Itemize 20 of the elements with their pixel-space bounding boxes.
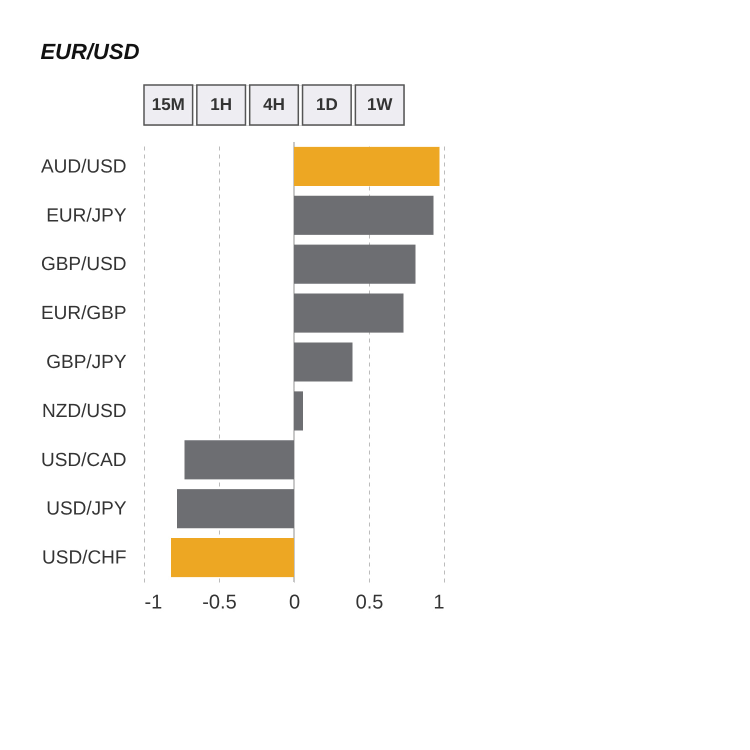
y-tick-label: NZD/USD: [42, 400, 126, 422]
y-tick-label: EUR/JPY: [46, 205, 127, 226]
x-tick-label: -1: [144, 592, 162, 614]
text: 4H: [263, 95, 285, 114]
text: 1D: [316, 95, 338, 114]
y-tick-label: GBP/JPY: [46, 352, 127, 373]
x-tick-label: 0.5: [356, 592, 384, 614]
y-tick-label: GBP/USD: [40, 254, 126, 276]
y-tick-label: EUR/GBP: [40, 303, 126, 324]
y-tick-label: USD/JPY: [46, 498, 127, 520]
y-tick-label: USD/CHF: [42, 548, 126, 569]
x-tick-label: -0.5: [202, 592, 237, 614]
text: 15M: [152, 95, 185, 114]
x-tick-label: 0: [288, 592, 300, 614]
y-tick-label: USD/CAD: [40, 450, 126, 471]
x-tick-label: 1: [433, 592, 444, 614]
text: 1W: [366, 95, 394, 114]
y-tick-label: AUD/USD: [40, 156, 126, 178]
chart-title: EUR/USD: [40, 38, 140, 64]
text: 1H: [210, 95, 232, 114]
